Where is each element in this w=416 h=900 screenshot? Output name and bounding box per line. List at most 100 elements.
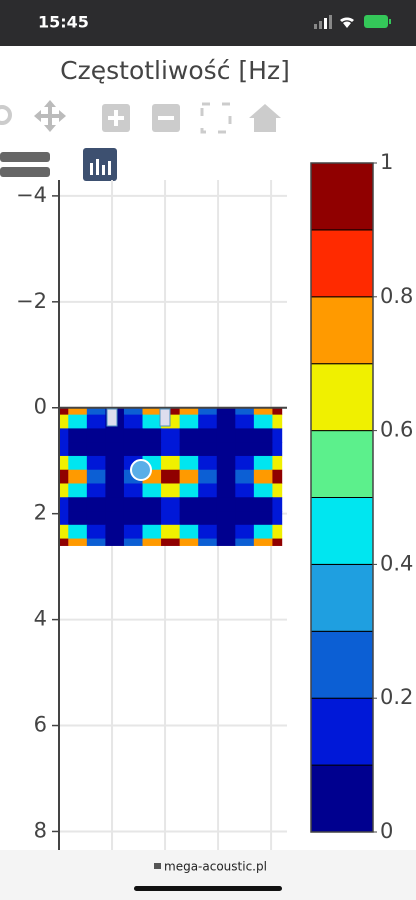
heatmap-cell bbox=[272, 414, 283, 429]
heatmap-cell bbox=[272, 511, 283, 526]
colorbar-tick-label: 1 bbox=[380, 150, 393, 174]
heatmap-cell bbox=[216, 414, 236, 429]
colorbar-band bbox=[310, 697, 374, 766]
colorbar-band bbox=[310, 430, 374, 499]
heatmap-cell bbox=[253, 483, 273, 498]
heatmap-cell bbox=[235, 414, 255, 429]
heatmap-cell bbox=[59, 442, 69, 457]
heatmap-cell bbox=[216, 442, 236, 457]
heatmap-cell bbox=[105, 483, 125, 498]
heatmap-cell bbox=[235, 407, 255, 416]
heatmap-cell bbox=[59, 483, 69, 498]
heatmap-cell bbox=[86, 407, 106, 416]
heatmap-cell bbox=[142, 407, 162, 416]
toolbar-menu[interactable] bbox=[0, 152, 50, 162]
heatmap-cell bbox=[105, 455, 125, 471]
heatmap-cell bbox=[198, 455, 218, 471]
heatmap-cell bbox=[59, 455, 69, 471]
heatmap-cell bbox=[105, 524, 125, 540]
colorbar-band bbox=[310, 630, 374, 699]
heatmap-cell bbox=[142, 524, 162, 540]
heatmap-cell bbox=[235, 524, 255, 540]
heatmap-cell bbox=[253, 497, 273, 512]
colorbar-band bbox=[310, 229, 374, 298]
heatmap-cell bbox=[253, 442, 273, 457]
y-tick-label: −4 bbox=[16, 183, 47, 207]
heatmap-cell bbox=[142, 442, 162, 457]
heatmap-cell bbox=[216, 538, 236, 546]
heatmap-cell bbox=[86, 469, 106, 484]
heatmap-cell bbox=[59, 524, 69, 540]
colorbar-band bbox=[310, 497, 374, 565]
heatmap-cell bbox=[179, 538, 199, 546]
heatmap-cell bbox=[59, 414, 69, 429]
colorbar-tick-label: 0.8 bbox=[380, 284, 413, 308]
listener bbox=[130, 459, 152, 481]
heatmap-cell bbox=[235, 511, 255, 526]
colorbar-tick-label: 0 bbox=[380, 819, 393, 843]
heatmap-cell bbox=[179, 442, 199, 457]
heatmap-cell bbox=[68, 524, 88, 540]
heatmap-cell bbox=[86, 511, 106, 526]
heatmap-cell bbox=[161, 428, 181, 443]
heatmap-cell bbox=[235, 428, 255, 443]
colorbar-tick-label: 0.6 bbox=[380, 418, 413, 442]
toolbar[interactable] bbox=[0, 100, 281, 134]
heatmap-cell bbox=[179, 469, 199, 484]
heatmap-cell bbox=[123, 414, 144, 429]
heatmap-cell bbox=[161, 483, 181, 498]
heatmap-cell bbox=[68, 469, 88, 484]
heatmap-cell bbox=[253, 414, 273, 429]
plot: −4 −2 0 2 4 6 8 0 0.2 0.4 0.6 0.8 1 bbox=[16, 150, 413, 850]
heatmap-cell bbox=[161, 442, 181, 457]
heatmap-cell bbox=[68, 428, 88, 443]
heatmap-cell bbox=[59, 538, 69, 546]
heatmap-cell bbox=[123, 407, 144, 416]
y-tick-label: 8 bbox=[34, 818, 47, 842]
heatmap-cell bbox=[161, 497, 181, 512]
colorbar-band bbox=[310, 764, 374, 833]
toolbar-glyphs bbox=[108, 110, 174, 126]
heatmap-cell bbox=[179, 483, 199, 498]
colorbar-band bbox=[310, 363, 374, 432]
heatmap-cell bbox=[179, 428, 199, 443]
y-tick-label: 6 bbox=[34, 713, 47, 737]
heatmap-cell bbox=[216, 483, 236, 498]
colorbar-tick-label: 0.4 bbox=[380, 551, 413, 575]
heatmap-cell bbox=[68, 497, 88, 512]
url: mega-acoustic.pl bbox=[164, 860, 267, 874]
heatmap-cell bbox=[272, 483, 283, 498]
heatmap-cell bbox=[86, 483, 106, 498]
heatmap-cell bbox=[253, 469, 273, 484]
heatmap-cell bbox=[272, 428, 283, 443]
heatmap-cell bbox=[253, 524, 273, 540]
speaker bbox=[159, 408, 171, 427]
heatmap-cell bbox=[68, 414, 88, 429]
heatmap-cell bbox=[68, 511, 88, 526]
y-tick-label: 0 bbox=[34, 395, 47, 419]
colorbar-band bbox=[310, 162, 374, 231]
heatmap-cell bbox=[235, 538, 255, 546]
heatmap-cell bbox=[123, 483, 144, 498]
heatmap-cell bbox=[253, 455, 273, 471]
toolbar-button[interactable] bbox=[83, 148, 117, 181]
y-tick-label: −2 bbox=[16, 289, 47, 313]
heatmap-cell bbox=[142, 483, 162, 498]
heatmap-cell bbox=[123, 442, 144, 457]
heatmap-cell bbox=[59, 511, 69, 526]
heatmap-cell bbox=[86, 538, 106, 546]
heatmap-cell bbox=[142, 428, 162, 443]
heatmap-cell bbox=[123, 511, 144, 526]
heatmap-cell bbox=[123, 524, 144, 540]
heatmap-cell bbox=[105, 511, 125, 526]
heatmap-cell bbox=[105, 469, 125, 484]
heatmap-cell bbox=[235, 469, 255, 484]
heatmap-cell bbox=[272, 407, 283, 416]
heatmap-cell bbox=[179, 497, 199, 512]
heatmap-cell bbox=[198, 469, 218, 484]
heatmap-cell bbox=[161, 407, 181, 416]
heatmap-cell bbox=[216, 524, 236, 540]
toolbar-menu[interactable] bbox=[0, 167, 50, 177]
heatmap-cell bbox=[105, 497, 125, 512]
